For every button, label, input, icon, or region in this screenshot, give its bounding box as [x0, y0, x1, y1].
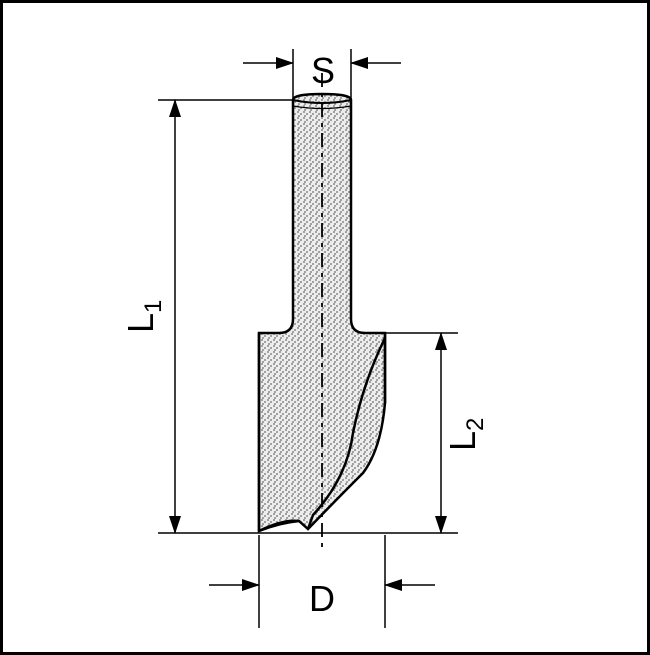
dimension-S: S: [243, 49, 401, 99]
diagram-svg: S D L1 L2: [3, 3, 647, 652]
label-L2: L2: [442, 418, 489, 451]
dimension-D: D: [209, 535, 435, 628]
dimension-L2: L2: [385, 333, 489, 533]
label-D: D: [309, 578, 335, 619]
label-S: S: [311, 50, 335, 91]
label-L1: L1: [120, 300, 167, 333]
drawing-frame: S D L1 L2: [0, 0, 650, 655]
